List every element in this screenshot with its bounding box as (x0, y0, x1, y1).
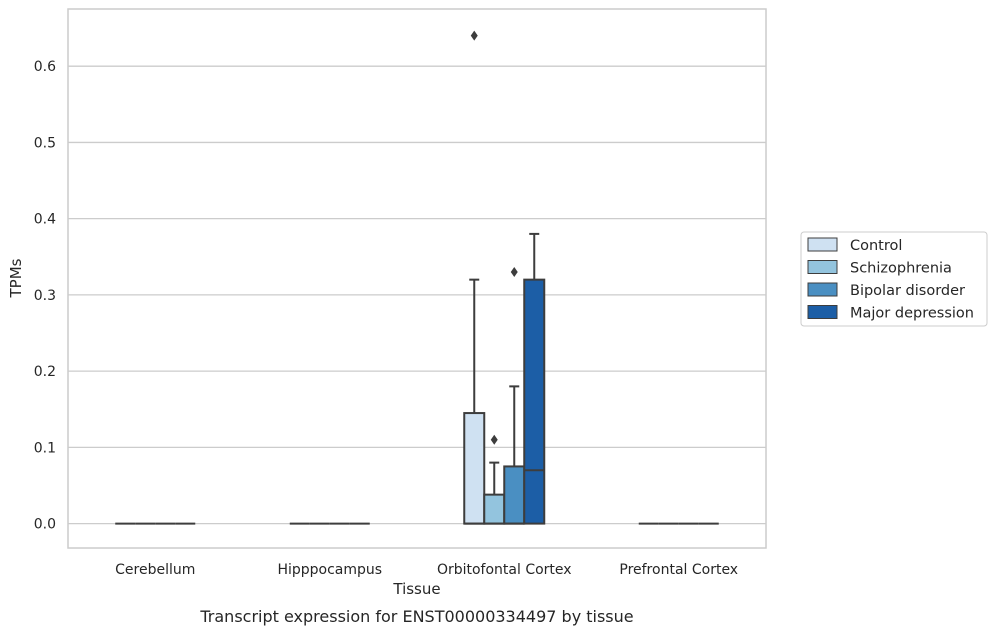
legend-swatch (807, 282, 838, 297)
legend-label: Bipolar disorder (850, 283, 965, 299)
y-tick-label: 0.2 (34, 364, 56, 380)
legend-label: Control (850, 238, 902, 254)
box-group (483, 434, 506, 525)
gridlines (68, 65, 766, 525)
legend-label: Major depression (850, 306, 974, 322)
box (523, 278, 546, 525)
outlier-point (470, 30, 478, 41)
y-tick-label: 0.3 (34, 288, 56, 304)
box (503, 465, 526, 525)
y-tick-label: 0.4 (34, 212, 56, 228)
y-tick-label: 0.0 (34, 517, 56, 533)
legend-frame (800, 231, 988, 327)
y-tick-label: 0.6 (34, 59, 56, 75)
chart-caption: Transcript expression for ENST0000033449… (199, 607, 633, 626)
legend: Control Schizophrenia Bipolar disorder Majo… (800, 231, 988, 327)
x-axis-title: Tissue (392, 580, 440, 598)
plot-frame (67, 8, 767, 549)
legend-swatch (807, 305, 838, 319)
x-tick-label: Hipppocampus (277, 562, 382, 578)
box (463, 412, 486, 525)
outlier-point (510, 267, 518, 278)
x-tick-label: Cerebellum (115, 562, 195, 578)
y-tick-label: 0.1 (34, 440, 56, 456)
box-group (463, 30, 486, 525)
y-tick-labels: 0.0 0.1 0.2 0.3 0.4 0.5 0.6 (34, 59, 56, 532)
x-tick-label: Orbitofontal Cortex (437, 562, 572, 578)
legend-swatch (807, 260, 838, 274)
y-tick-label: 0.5 (34, 135, 56, 151)
x-tick-labels: Cerebellum Hipppocampus Orbitofontal Corte… (115, 562, 738, 578)
outlier-point (490, 434, 498, 445)
x-tick-label: Prefrontal Cortex (619, 562, 738, 578)
legend-label: Schizophrenia (850, 261, 952, 277)
legend-swatch (807, 237, 838, 252)
y-axis-title: TPMs (7, 258, 25, 298)
box (483, 493, 506, 525)
box-group (523, 232, 546, 525)
boxes (115, 30, 719, 525)
box-group (503, 267, 526, 525)
